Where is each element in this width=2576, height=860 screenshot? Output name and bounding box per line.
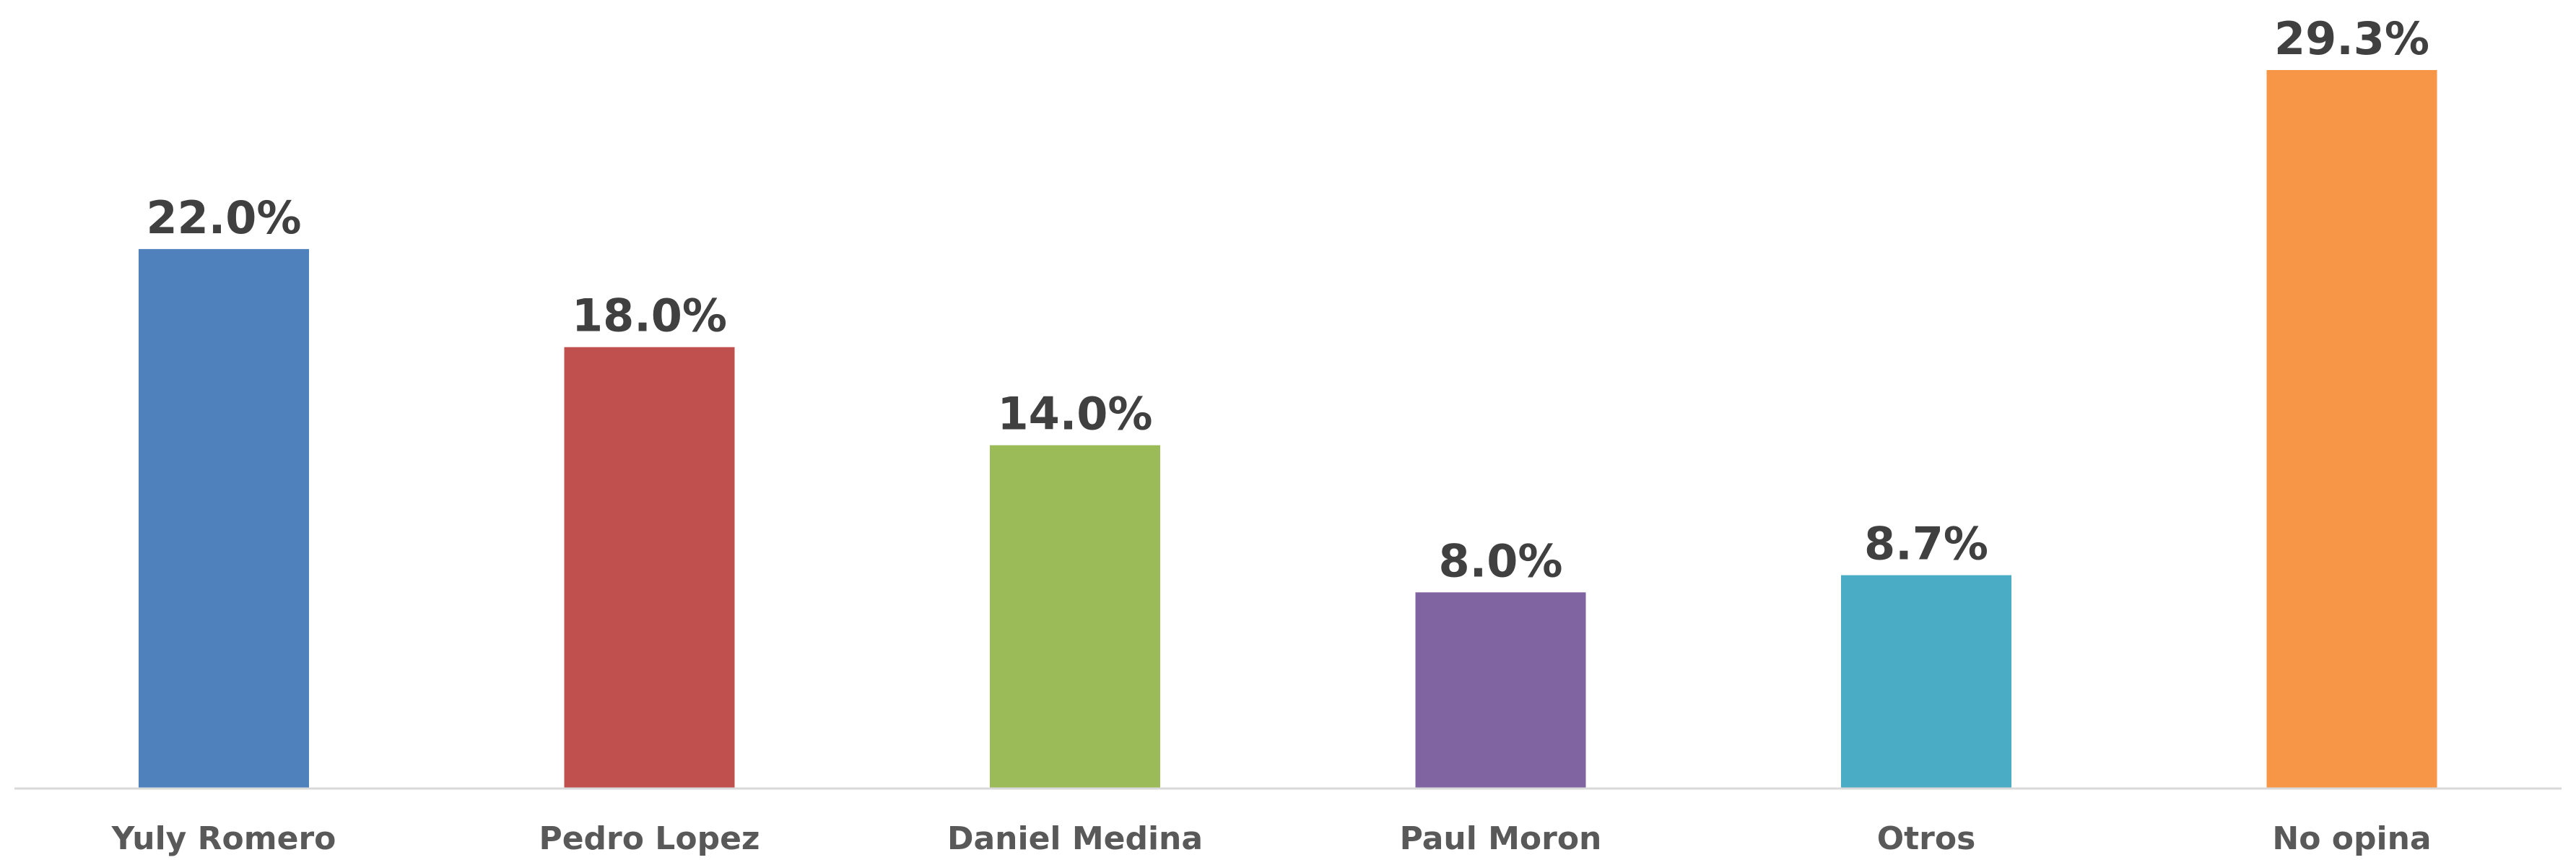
category-label-no-opina: No opina [2272,820,2431,857]
data-label-daniel-medina: 14.0% [997,388,1152,440]
data-label-yuly-romero: 22.0% [146,191,301,244]
bar-otros [1841,575,2011,789]
data-label-pedro-lopez: 18.0% [572,290,727,342]
data-label-otros: 8.7% [1864,518,1988,570]
category-label-yuly-romero: Yuly Romero [111,820,336,857]
bar-paul-moron [1415,592,1586,789]
category-label-pedro-lopez: Pedro Lopez [539,820,760,857]
data-label-no-opina: 29.3% [2274,12,2429,65]
data-labels-layer: 22.0% 18.0% 14.0% 8.0% 8.7% 29.3% [146,12,2429,587]
category-label-otros: Otros [1877,820,1976,857]
category-labels-layer: Yuly Romero Pedro Lopez Daniel Medina Paul … [111,820,2432,857]
category-label-paul-moron: Paul Moron [1400,820,1602,857]
data-label-paul-moron: 8.0% [1439,534,1563,587]
bars-layer [139,70,2437,789]
bar-no-opina [2266,70,2437,789]
bar-yuly-romero [139,248,309,789]
bar-daniel-medina [990,445,1160,789]
bar-pedro-lopez [564,347,735,789]
category-label-daniel-medina: Daniel Medina [947,820,1203,857]
